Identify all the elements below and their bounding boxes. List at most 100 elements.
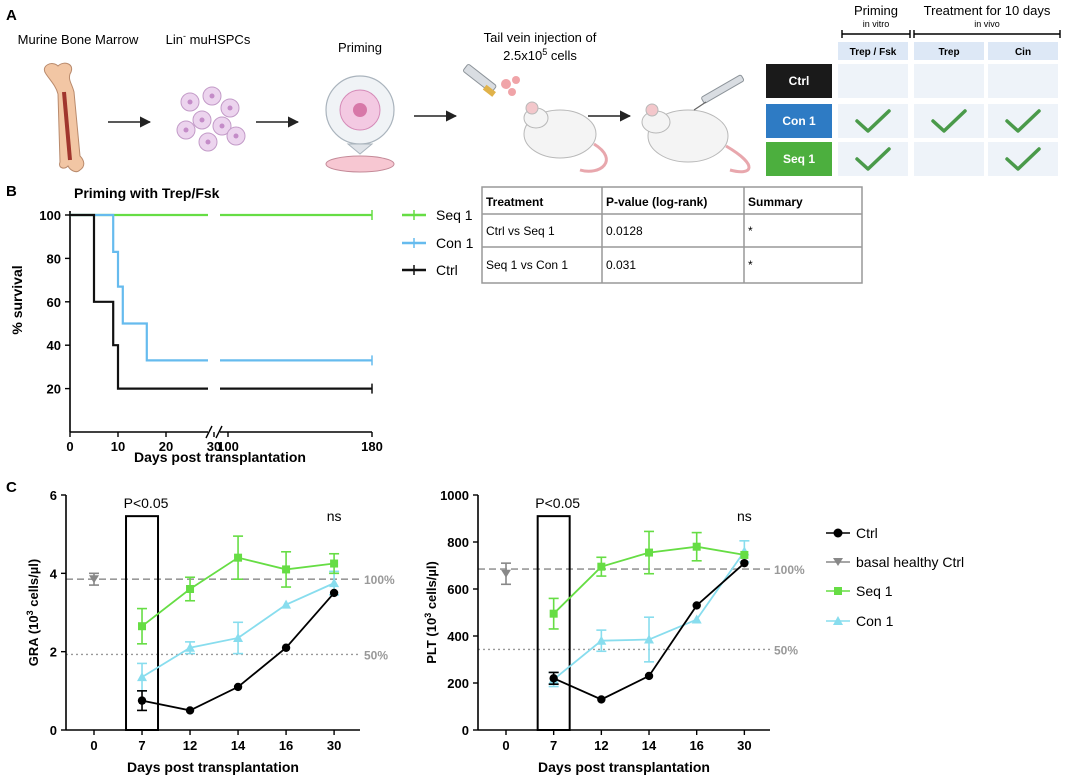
y-tick-label: 80	[47, 251, 61, 266]
x-tick-label: 180	[361, 439, 383, 454]
bone-illustration	[44, 62, 85, 173]
data-point	[501, 569, 511, 578]
matrix-cell	[838, 104, 908, 138]
data-point	[137, 696, 147, 705]
data-point	[185, 642, 196, 652]
x-tick-label: 12	[183, 738, 197, 753]
step-injection-line2: 2.5x105 cells	[503, 47, 577, 63]
data-point	[185, 706, 195, 715]
x-axis-label: Days post transplantation	[127, 759, 299, 775]
significance-box	[125, 515, 160, 732]
data-point	[740, 550, 749, 559]
y-tick-label: 0	[462, 723, 469, 738]
x-tick-label: 10	[111, 439, 125, 454]
data-point	[549, 674, 558, 683]
data-point	[644, 671, 654, 681]
ref-label-50: 50%	[364, 648, 388, 662]
annotation-p: P<0.05	[535, 495, 580, 511]
legend-ctrl: Ctrl	[436, 262, 458, 278]
data-point	[692, 601, 701, 610]
matrix-cell	[914, 142, 984, 176]
x-tick-label: 0	[66, 439, 73, 454]
survival-xlabel: Days post transplantation	[134, 449, 306, 465]
ref-label-100: 100%	[364, 573, 395, 587]
table-header-pvalue: P-value (log-rank)	[606, 195, 707, 209]
survival-ylabel: % survival	[9, 265, 25, 334]
y-tick-label: 1000	[440, 488, 469, 503]
matrix-col-header-bg	[988, 42, 1058, 60]
ref-label-50: 50%	[774, 643, 798, 657]
axis-break	[215, 425, 223, 439]
logrank-table: Treatment P-value (log-rank) Summary Ctr…	[481, 186, 863, 284]
matrix-cell	[988, 64, 1058, 98]
x-tick-label: 14	[642, 738, 657, 753]
data-point	[330, 559, 339, 568]
check-icon	[855, 147, 891, 171]
data-point	[233, 682, 243, 692]
step-lin-label: Lin- muHSPCs	[166, 31, 251, 47]
data-point	[597, 562, 606, 571]
header-priming-sub: in vitro	[863, 19, 890, 29]
table-cell: Seq 1 vs Con 1	[486, 258, 568, 272]
matrix-row-label-bg	[766, 104, 832, 138]
y-tick-label: 4	[50, 566, 58, 581]
matrix-col-header-bg	[914, 42, 984, 60]
data-point	[692, 542, 701, 551]
x-tick-label: 7	[138, 738, 145, 753]
survival-line-con1	[70, 213, 208, 362]
matrix-col-header: Cin	[1015, 47, 1031, 58]
data-point	[691, 614, 702, 624]
check-icon	[855, 109, 891, 133]
matrix-cell	[914, 104, 984, 138]
y-tick-label: 0	[50, 723, 57, 738]
x-tick-label: 0	[502, 738, 509, 753]
dish-illustration	[325, 75, 395, 173]
data-point	[549, 609, 558, 618]
gra-chart: 100% 50% 0 2 4 6 0 7 12 14 16 30 P<0.05 ns GRA (103 ce…	[25, 488, 395, 775]
annotation-ns: ns	[737, 508, 752, 524]
matrix-cell	[914, 64, 984, 98]
table-header-treatment: Treatment	[486, 195, 543, 209]
survival-legend: Seq 1 Con 1 Ctrl	[402, 207, 474, 278]
check-icon	[1005, 147, 1041, 171]
x-axis-label: Days post transplantation	[538, 759, 710, 775]
table-header-summary: Summary	[748, 195, 803, 209]
mouse-treated-illustration	[641, 74, 751, 174]
table-cell: 0.031	[606, 258, 636, 272]
check-icon	[1005, 109, 1041, 133]
matrix-row-label: Seq 1	[783, 152, 815, 166]
table-cell: Ctrl vs Seq 1	[486, 224, 555, 238]
data-point	[329, 588, 339, 598]
data-point	[597, 695, 606, 704]
header-treatment: Treatment for 10 days	[924, 3, 1051, 18]
x-tick-label: 14	[231, 738, 246, 753]
y-tick-label: 600	[447, 582, 469, 597]
data-point	[281, 643, 291, 652]
matrix-cell	[988, 142, 1058, 176]
data-point	[186, 585, 195, 593]
data-point	[234, 553, 243, 562]
check-icon	[931, 109, 967, 133]
legend-seq1: Seq 1	[436, 207, 473, 223]
y-tick-label: 40	[47, 338, 61, 353]
matrix-col-header-bg	[838, 42, 908, 60]
panel-c-legend: Ctrl basal healthy Ctrl Seq 1 Con 1	[826, 525, 964, 629]
survival-title: Priming with Trep/Fsk	[74, 185, 220, 201]
legend-c-ctrl: Ctrl	[856, 525, 878, 541]
x-tick-label: 12	[594, 738, 608, 753]
treatment-matrix: Priming in vitro Treatment for 10 days i…	[766, 3, 1061, 176]
y-tick-label: 2	[50, 645, 57, 660]
data-point	[596, 635, 607, 645]
y-axis-label: GRA (103 cells/µl)	[25, 559, 41, 666]
step-priming-label: Priming	[338, 40, 382, 55]
legend-con1: Con 1	[436, 235, 474, 251]
y-tick-label: 200	[447, 676, 469, 691]
survival-line-ctrl	[70, 213, 208, 390]
data-point	[645, 548, 654, 557]
x-tick-label: 7	[550, 738, 557, 753]
table-cell: *	[748, 224, 753, 238]
matrix-row-label-bg	[766, 142, 832, 176]
matrix-row-label: Con 1	[782, 114, 816, 128]
x-tick-label: 16	[689, 738, 703, 753]
